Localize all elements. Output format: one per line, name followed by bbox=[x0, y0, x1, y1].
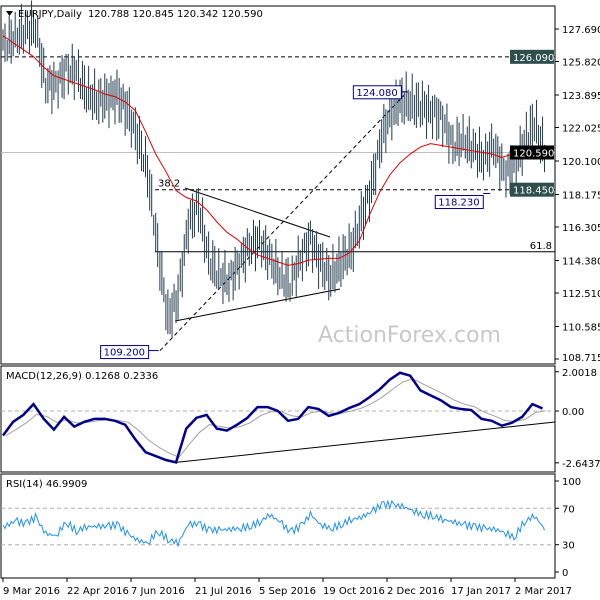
fib-label: 61.8 bbox=[530, 241, 552, 252]
x-tick-label: 19 Oct 2016 bbox=[323, 586, 385, 597]
macd-tick-label: 2.0018 bbox=[562, 368, 597, 379]
rsi-tick-label: 70 bbox=[562, 504, 575, 515]
panel-frames bbox=[0, 5, 556, 579]
rsi-panel-frame bbox=[0, 473, 556, 579]
macd-title: MACD(12,26,9) 0.1268 0.2336 bbox=[6, 371, 158, 382]
collapse-triangle-icon[interactable] bbox=[6, 11, 13, 16]
x-tick-label: 9 Mar 2016 bbox=[3, 586, 60, 597]
price-tag bbox=[510, 145, 554, 160]
rsi-tick-label: 30 bbox=[562, 541, 575, 552]
price-label: 118.230 bbox=[438, 198, 479, 209]
rsi-panel bbox=[1, 499, 555, 548]
y-tick-label: 125.820 bbox=[562, 58, 600, 69]
price-tag-label: 118.450 bbox=[513, 186, 554, 197]
x-tick-label: 2 Dec 2016 bbox=[387, 586, 445, 597]
price-tag-label: 126.090 bbox=[513, 53, 554, 64]
price-tag bbox=[510, 49, 554, 64]
x-tick-label: 21 Jul 2016 bbox=[195, 586, 252, 597]
macd-panel bbox=[1, 371, 556, 464]
triangle-upper-line bbox=[184, 187, 331, 238]
chart-title: EURJPY,Daily 120.788 120.845 120.342 120.… bbox=[18, 9, 263, 20]
macd-panel-frame bbox=[0, 365, 556, 473]
y-tick-label: 127.690 bbox=[562, 25, 600, 36]
macd-signal-line bbox=[5, 378, 546, 458]
price-label: 109.200 bbox=[104, 348, 145, 359]
triangle-lower-line bbox=[174, 288, 341, 322]
price-tag-label: 120.590 bbox=[513, 148, 554, 159]
y-tick-label: 116.305 bbox=[562, 223, 600, 234]
projection-line bbox=[159, 91, 408, 351]
y-tick-label: 110.585 bbox=[562, 322, 600, 333]
axes: 127.690 125.820 123.895 122.025 120.100 118.1… bbox=[2, 25, 600, 597]
y-tick-label: 112.510 bbox=[562, 289, 600, 300]
x-tick-label: 22 Apr 2016 bbox=[67, 586, 129, 597]
watermark: ActionForex.com bbox=[318, 323, 501, 348]
fib-label: 38.2 bbox=[158, 179, 180, 190]
price-panel-frame bbox=[0, 5, 556, 365]
x-tick-label: 17 Jan 2017 bbox=[451, 586, 511, 597]
price-tag bbox=[510, 182, 554, 197]
rsi-line bbox=[2, 499, 545, 548]
rsi-title: RSI(14) 46.9909 bbox=[6, 479, 87, 490]
macd-line bbox=[1, 371, 544, 464]
y-tick-label: 108.715 bbox=[562, 353, 600, 364]
price-label-box bbox=[100, 345, 150, 360]
rsi-tick-label: 0 bbox=[562, 568, 568, 579]
x-tick-label: 7 Jun 2016 bbox=[131, 586, 185, 597]
price-label-box bbox=[434, 195, 484, 210]
y-tick-label: 114.380 bbox=[562, 256, 600, 267]
y-tick-label: 122.025 bbox=[562, 124, 600, 135]
moving-average-line bbox=[2, 35, 543, 266]
y-tick-label: 120.100 bbox=[562, 157, 600, 168]
price-label: 124.080 bbox=[356, 88, 397, 99]
price-panel: 38.2 61.8 124.080 118.230 109.200 bbox=[1, 0, 555, 360]
x-tick-label: 2 Mar 2017 bbox=[515, 586, 572, 597]
macd-tick-label: -2.6437 bbox=[562, 459, 600, 470]
macd-tick-label: 0.00 bbox=[562, 407, 584, 418]
y-tick-label: 123.895 bbox=[562, 91, 600, 102]
y-tick-label: 118.175 bbox=[562, 190, 600, 201]
macd-trend-line bbox=[176, 421, 556, 463]
rsi-tick-label: 100 bbox=[562, 477, 581, 488]
x-tick-label: 5 Sep 2016 bbox=[259, 586, 316, 597]
